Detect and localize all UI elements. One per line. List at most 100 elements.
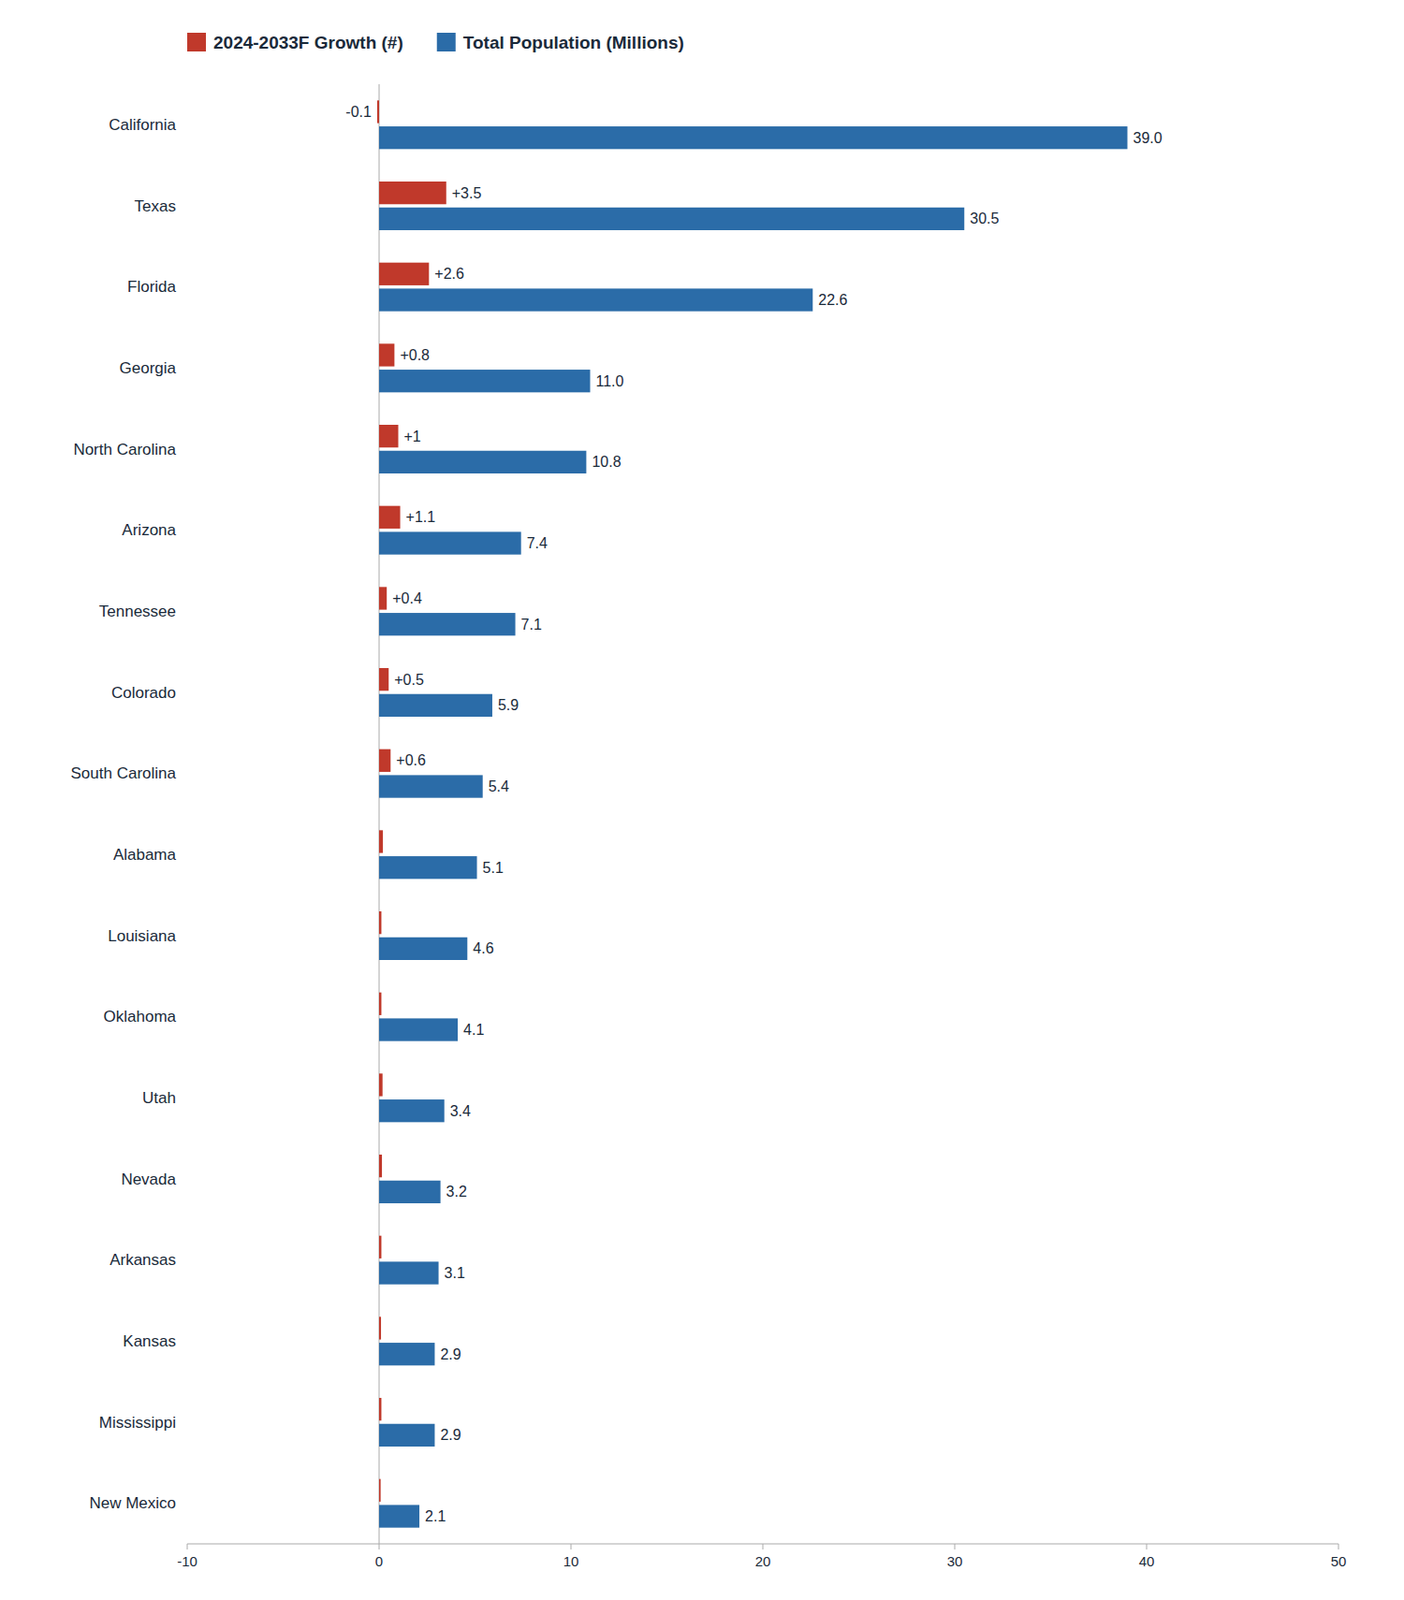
data-label: +0.8 <box>399 347 430 364</box>
y-tick-label: Georgia <box>119 359 177 378</box>
bar <box>379 694 493 717</box>
x-tick-label: -10 <box>176 1553 198 1570</box>
y-tick-label: Louisiana <box>107 927 176 946</box>
bars <box>377 100 1128 1528</box>
bar <box>379 993 381 1016</box>
bar <box>379 668 389 691</box>
data-label: 39.0 <box>1133 130 1163 147</box>
data-label: 2.9 <box>439 1346 461 1363</box>
x-tick-label: 0 <box>375 1553 383 1570</box>
y-tick-label: New Mexico <box>88 1494 176 1513</box>
bar <box>379 1343 435 1366</box>
y-tick-label: Florida <box>127 277 177 296</box>
legend-label: Total Population (Millions) <box>463 32 685 53</box>
bar <box>379 424 399 448</box>
bar <box>379 1073 383 1097</box>
y-tick-label: Colorado <box>111 684 176 702</box>
x-tick-label: 10 <box>563 1553 580 1570</box>
data-label: +0.4 <box>392 590 423 607</box>
chart: -0.1+3.5+2.6+0.8+1+1.1+0.4+0.5+0.639.030… <box>0 0 1404 1600</box>
data-label: +2.6 <box>434 265 465 282</box>
background <box>0 0 1404 1600</box>
bar <box>379 263 429 286</box>
data-label: +0.5 <box>394 672 425 688</box>
bar <box>379 1479 381 1503</box>
x-tick <box>954 1544 956 1551</box>
x-tick-label: 50 <box>1330 1553 1347 1570</box>
data-label: 30.5 <box>969 210 999 227</box>
x-tick-label: 40 <box>1139 1553 1156 1570</box>
bar <box>379 343 395 366</box>
y-tick-label: Texas <box>134 197 176 216</box>
x-tick <box>379 1544 381 1551</box>
data-label: 7.4 <box>526 535 548 552</box>
data-label: 5.4 <box>488 778 510 795</box>
x-tick <box>187 1544 189 1551</box>
y-tick-label: Tennessee <box>99 602 176 621</box>
y-tick-label: Arizona <box>121 521 176 540</box>
data-label: +1.1 <box>406 509 437 526</box>
y-tick-label: Utah <box>142 1089 176 1108</box>
data-label: +1 <box>404 428 422 445</box>
data-labels: -0.1+3.5+2.6+0.8+1+1.1+0.4+0.5+0.639.030… <box>345 103 1162 1525</box>
data-label: 11.0 <box>596 373 625 390</box>
data-label: 7.1 <box>521 616 542 633</box>
data-label: 22.6 <box>818 292 848 308</box>
bar <box>379 207 965 231</box>
bar <box>379 1181 441 1204</box>
x-tick-label: 20 <box>755 1553 772 1570</box>
y-tick-label: Arkansas <box>109 1251 176 1270</box>
bar <box>379 749 391 773</box>
bar <box>379 1424 435 1448</box>
x-tick <box>1146 1544 1148 1551</box>
y-tick-label: Mississippi <box>99 1414 176 1433</box>
bar <box>379 1155 382 1178</box>
y-tick-label: South Carolina <box>71 764 177 783</box>
bar <box>379 126 1128 149</box>
data-label: 2.9 <box>439 1427 461 1444</box>
data-label: 3.1 <box>444 1265 466 1282</box>
bar <box>379 937 468 961</box>
data-label: 2.1 <box>424 1508 446 1525</box>
bar <box>379 775 483 798</box>
data-label: 5.9 <box>497 697 519 714</box>
data-label: 10.8 <box>591 453 621 470</box>
bar <box>377 100 380 123</box>
bar <box>379 856 478 879</box>
bar <box>379 911 381 935</box>
y-tick-label: Alabama <box>113 846 177 864</box>
bar <box>379 1099 445 1123</box>
bar <box>379 1505 420 1528</box>
data-label: 5.1 <box>482 860 504 877</box>
y-tick-label: California <box>108 116 176 134</box>
legend: 2024-2033F Growth (#) Total Population (M… <box>187 32 685 53</box>
data-label: 3.4 <box>450 1103 471 1120</box>
data-label: -0.1 <box>345 103 372 120</box>
x-tick <box>570 1544 572 1551</box>
bar <box>379 369 591 393</box>
bar <box>379 181 447 205</box>
x-tick <box>1338 1544 1340 1551</box>
data-label: +0.6 <box>395 752 426 769</box>
bar <box>379 288 813 311</box>
legend-swatch <box>187 32 206 52</box>
data-label: 4.6 <box>472 940 494 957</box>
legend-swatch <box>437 32 456 52</box>
y-tick-label: North Carolina <box>73 440 176 459</box>
bar <box>379 830 383 853</box>
bar <box>379 1398 381 1421</box>
bar <box>379 531 522 555</box>
y-tick-label: Kansas <box>122 1332 176 1351</box>
y-tick-label: Nevada <box>120 1170 176 1189</box>
x-tick-label: 30 <box>947 1553 964 1570</box>
data-label: 3.2 <box>446 1184 468 1200</box>
legend-label: 2024-2033F Growth (#) <box>213 32 404 53</box>
bar <box>379 1261 439 1285</box>
bar <box>379 1236 381 1259</box>
bar <box>379 451 586 474</box>
bar <box>379 1018 458 1041</box>
y-tick-label: Oklahoma <box>103 1008 177 1026</box>
data-label: 4.1 <box>463 1022 484 1039</box>
bar <box>379 506 401 529</box>
bar <box>379 1316 381 1340</box>
